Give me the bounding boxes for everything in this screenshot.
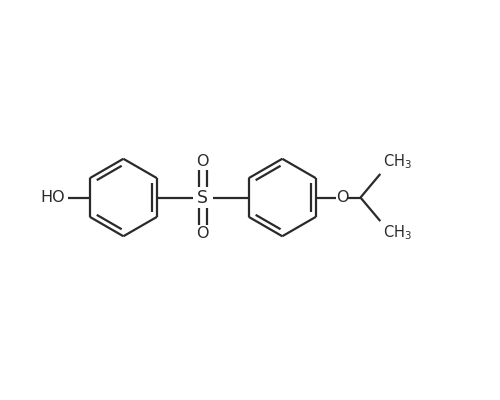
Text: O: O <box>196 154 209 169</box>
Text: CH$_3$: CH$_3$ <box>384 153 412 172</box>
Text: O: O <box>196 226 209 241</box>
Text: HO: HO <box>40 190 65 205</box>
Text: S: S <box>198 188 208 206</box>
Text: O: O <box>336 190 348 205</box>
Text: CH$_3$: CH$_3$ <box>384 224 412 242</box>
